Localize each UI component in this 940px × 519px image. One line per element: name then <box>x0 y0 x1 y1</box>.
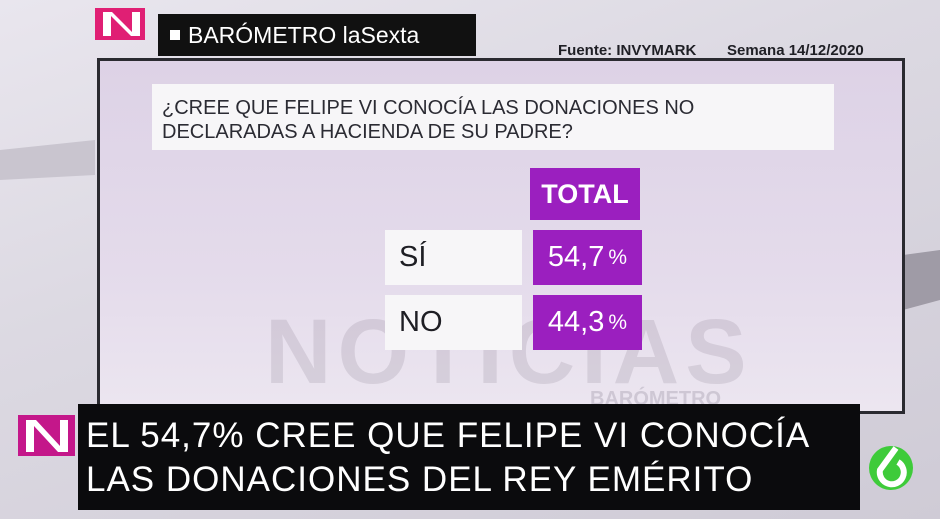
brand-text: BARÓMETRO laSexta <box>188 21 420 48</box>
unit: % <box>608 245 628 269</box>
column-header: TOTAL <box>530 168 640 220</box>
value: 54,7 <box>547 241 605 273</box>
headline: EL 54,7% CREE QUE FELIPE VI CONOCÍA LAS … <box>78 404 860 510</box>
value: 44,3 <box>547 306 605 338</box>
question: ¿CREE QUE FELIPE VI CONOCÍA LAS DONACION… <box>152 84 834 150</box>
row-value: 44,3% <box>533 295 642 350</box>
source: Fuente: INVYMARK <box>558 42 697 59</box>
row-label: NO <box>385 295 522 350</box>
week: Semana 14/12/2020 <box>727 42 864 59</box>
headline-line: EL 54,7% CREE QUE FELIPE VI CONOCÍA <box>86 416 811 455</box>
unit: % <box>608 310 628 334</box>
row-value: 54,7% <box>533 230 642 285</box>
headline-line: LAS DONACIONES DEL REY EMÉRITO <box>86 460 754 499</box>
row-label: SÍ <box>385 230 522 285</box>
brand-label: BARÓMETRO laSexta <box>158 14 476 56</box>
